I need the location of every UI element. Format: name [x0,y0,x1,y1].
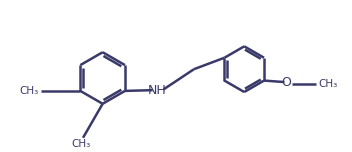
Text: O: O [281,76,291,89]
Text: NH: NH [148,84,167,97]
Text: CH₃: CH₃ [319,79,338,88]
Text: CH₃: CH₃ [72,138,91,149]
Text: CH₃: CH₃ [19,86,38,96]
